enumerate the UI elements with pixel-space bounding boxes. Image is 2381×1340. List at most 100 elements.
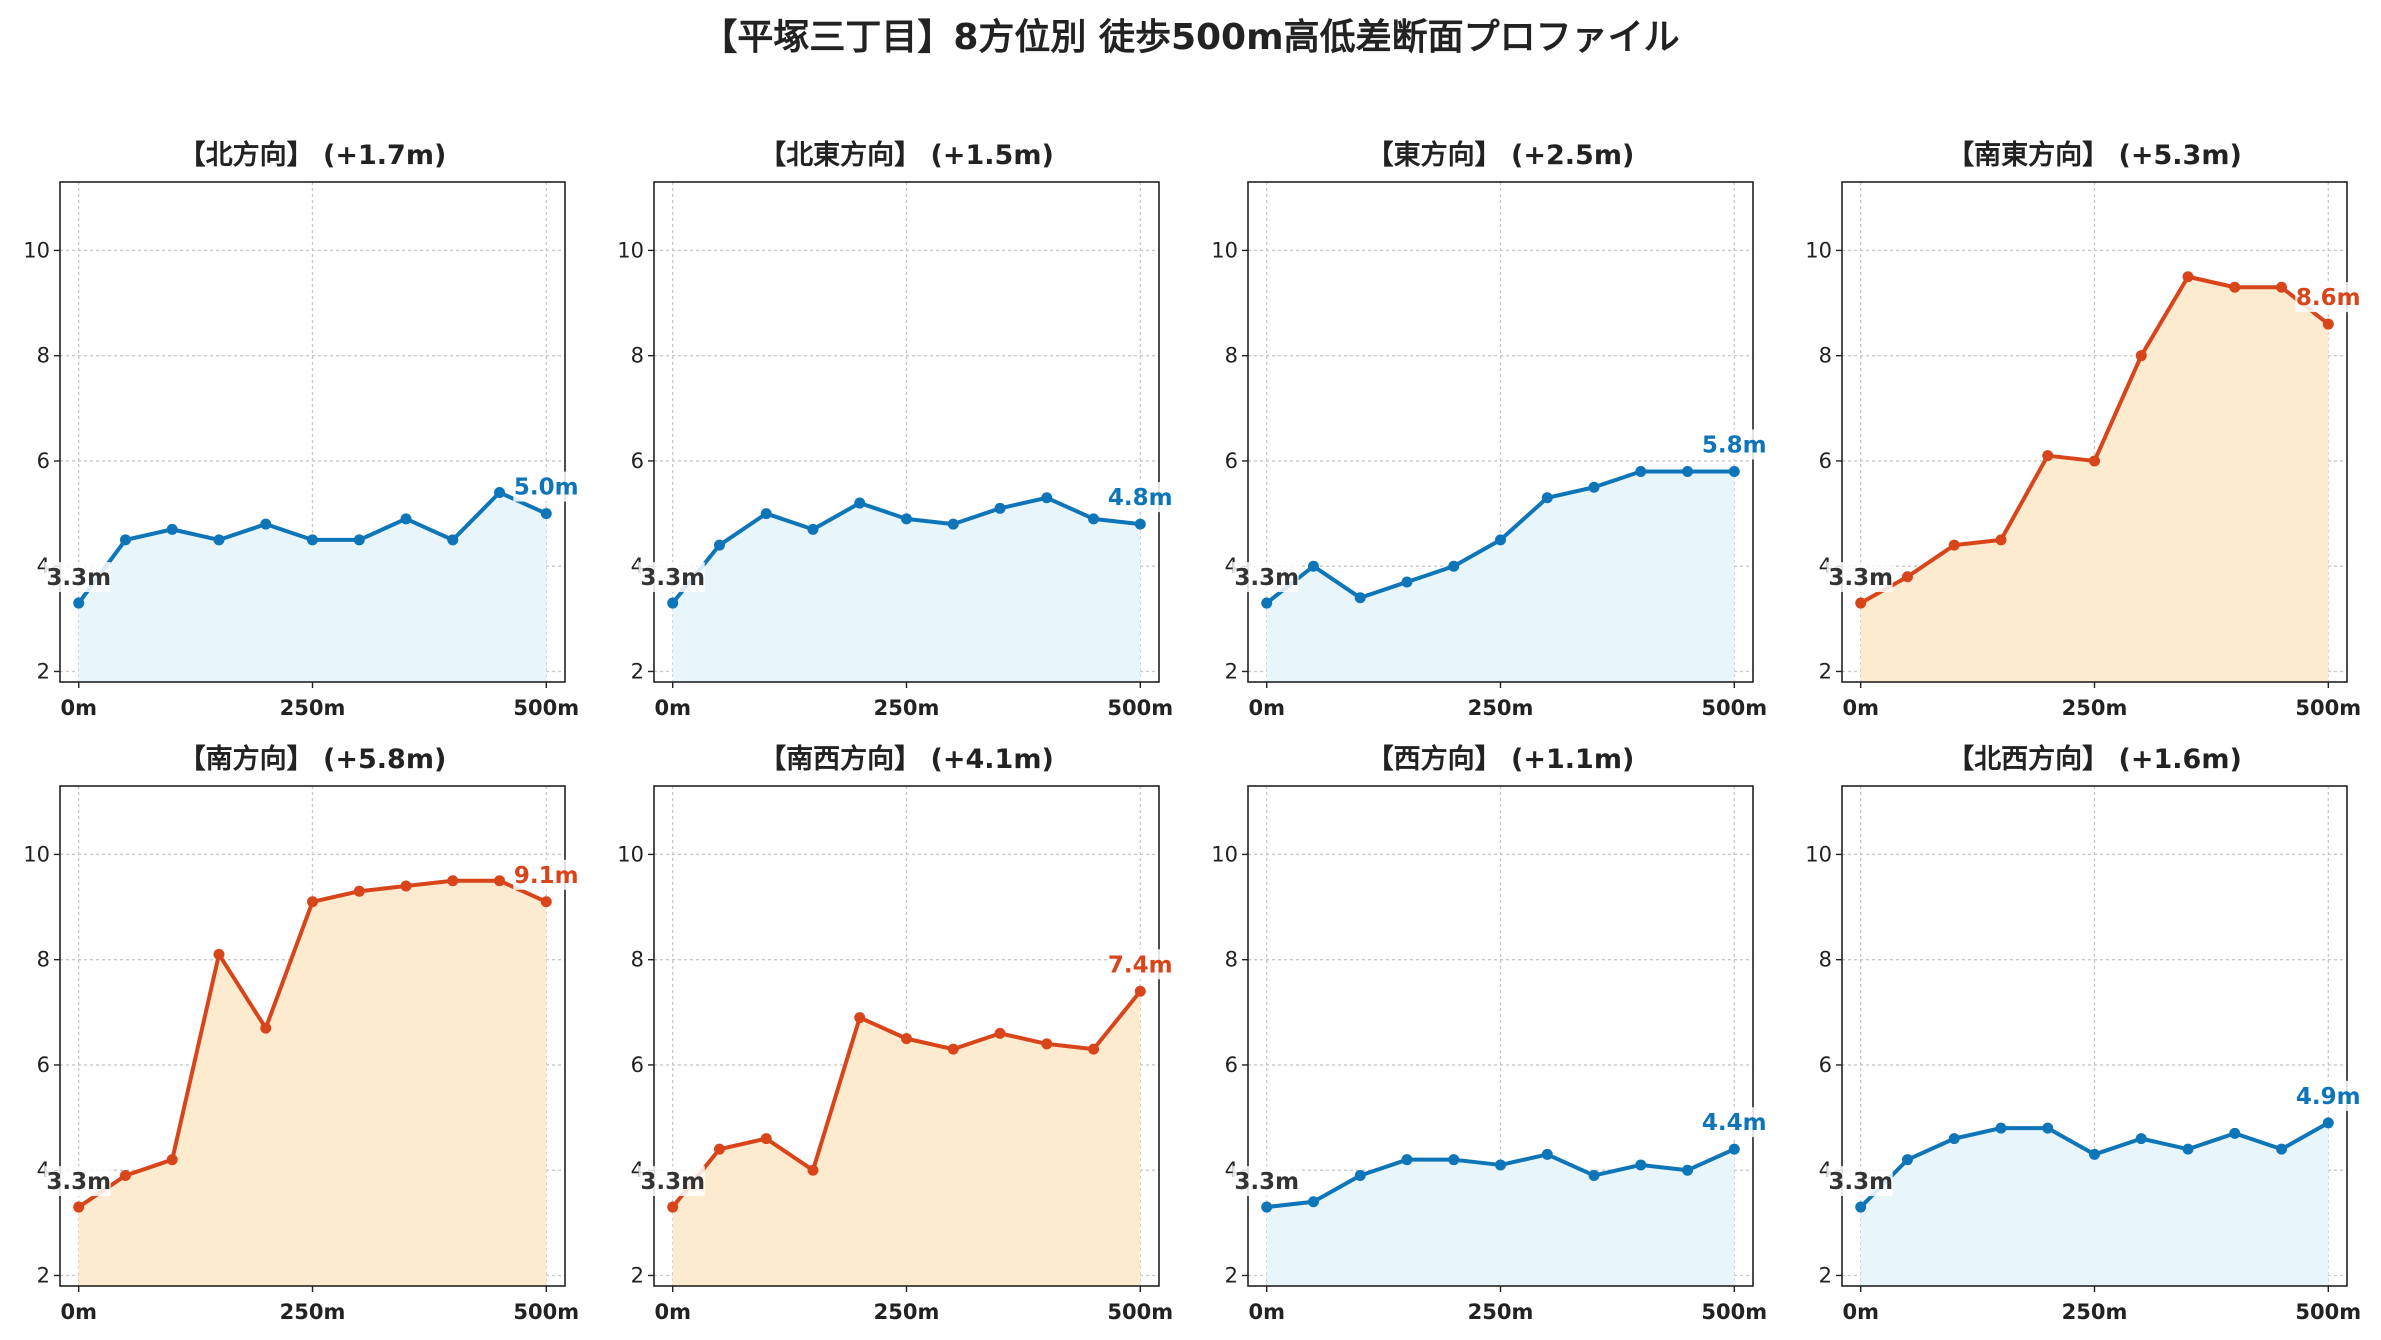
data-point [1682, 465, 1694, 477]
data-point [1261, 1201, 1273, 1213]
data-point [2322, 1117, 2334, 1129]
data-point [166, 1154, 178, 1166]
end-label-background [2295, 282, 2362, 313]
x-tick-label: 500m [513, 696, 579, 720]
y-tick-label: 6 [631, 449, 644, 473]
y-tick-label: 2 [631, 1263, 644, 1287]
data-point [1901, 571, 1913, 583]
y-tick-label: 8 [1225, 948, 1238, 972]
y-tick-label: 8 [631, 948, 644, 972]
data-point [119, 534, 131, 546]
data-point [2276, 281, 2288, 293]
x-tick-label: 0m [1842, 1300, 1879, 1324]
start-label-background [1232, 562, 1299, 593]
data-point [2322, 318, 2334, 330]
data-point [2229, 281, 2241, 293]
x-tick-label: 0m [60, 1300, 97, 1324]
y-tick-label: 6 [1225, 1053, 1238, 1077]
data-point [1354, 1169, 1366, 1181]
x-tick-label: 250m [2062, 696, 2128, 720]
data-point [947, 518, 959, 530]
area-fill [672, 991, 1141, 1286]
data-point [947, 1043, 959, 1055]
data-point [667, 597, 679, 609]
end-label-background [1107, 482, 1174, 513]
data-point [1307, 560, 1319, 572]
data-point [1588, 1169, 1600, 1181]
end-label-background [1701, 1107, 1768, 1138]
start-elevation-label: 3.3m [640, 1169, 705, 1195]
data-point [1728, 1143, 1740, 1155]
x-tick-label: 0m [1248, 1300, 1285, 1324]
x-tick-label: 500m [513, 1300, 579, 1324]
y-tick-label: 10 [617, 238, 644, 262]
data-point [1448, 560, 1460, 572]
data-point [213, 948, 225, 960]
end-elevation-label: 7.4m [1108, 952, 1173, 978]
data-point [494, 875, 506, 887]
data-point [307, 896, 318, 908]
y-tick-label: 6 [631, 1053, 644, 1077]
x-tick-label: 500m [1107, 1300, 1173, 1324]
data-point [73, 1201, 85, 1213]
y-tick-label: 2 [1225, 1263, 1238, 1287]
data-point [807, 1164, 819, 1176]
data-point [1495, 534, 1506, 546]
end-elevation-label: 4.9m [2296, 1084, 2361, 1110]
data-point [353, 885, 365, 897]
data-point [1901, 1154, 1913, 1166]
y-tick-label: 2 [631, 659, 644, 683]
x-tick-label: 500m [2295, 696, 2361, 720]
data-point [1995, 534, 2007, 546]
data-point [1541, 492, 1553, 504]
data-point [1855, 1201, 1867, 1213]
data-point [2042, 450, 2054, 462]
figure-title: 【平塚三丁目】8方位別 徒歩500m高低差断面プロファイル [701, 17, 1680, 58]
start-label-background [638, 562, 705, 593]
y-tick-label: 10 [617, 842, 644, 866]
x-tick-label: 250m [874, 1300, 940, 1324]
subplot-title: 【南東方向】 (+5.3m) [1947, 139, 2242, 171]
end-elevation-label: 5.8m [1702, 432, 1767, 458]
data-point [1448, 1154, 1460, 1166]
data-point [1088, 513, 1100, 525]
data-point [854, 497, 866, 509]
area-fill [78, 492, 547, 682]
end-label-background [1107, 949, 1174, 980]
x-tick-label: 250m [1468, 696, 1534, 720]
y-tick-label: 6 [37, 449, 50, 473]
data-point [494, 487, 506, 499]
data-point [1088, 1043, 1100, 1055]
data-point [119, 1169, 131, 1181]
x-tick-label: 250m [1468, 1300, 1534, 1324]
start-label-background [1826, 1166, 1893, 1197]
data-point [1541, 1148, 1553, 1160]
subplot-title: 【西方向】 (+1.1m) [1367, 743, 1635, 775]
data-point [400, 513, 412, 525]
data-point [667, 1201, 679, 1213]
start-elevation-label: 3.3m [1828, 565, 1893, 591]
y-tick-label: 6 [1819, 449, 1832, 473]
start-label-background [638, 1166, 705, 1197]
data-point [400, 880, 412, 892]
area-fill [1860, 1122, 2329, 1286]
data-point [1134, 518, 1146, 530]
start-elevation-label: 3.3m [640, 565, 705, 591]
y-tick-label: 10 [1805, 842, 1832, 866]
data-point [994, 502, 1006, 514]
data-point [1855, 597, 1867, 609]
data-point [1495, 1159, 1506, 1171]
end-label-background [1701, 429, 1768, 460]
data-point [2229, 1127, 2241, 1139]
area-fill [1266, 471, 1735, 682]
data-point [2276, 1143, 2288, 1155]
x-tick-label: 250m [280, 696, 346, 720]
y-tick-label: 8 [1819, 344, 1832, 368]
data-point [1635, 1159, 1647, 1171]
end-label-background [513, 471, 580, 502]
data-point [540, 896, 552, 908]
data-point [760, 1133, 772, 1145]
